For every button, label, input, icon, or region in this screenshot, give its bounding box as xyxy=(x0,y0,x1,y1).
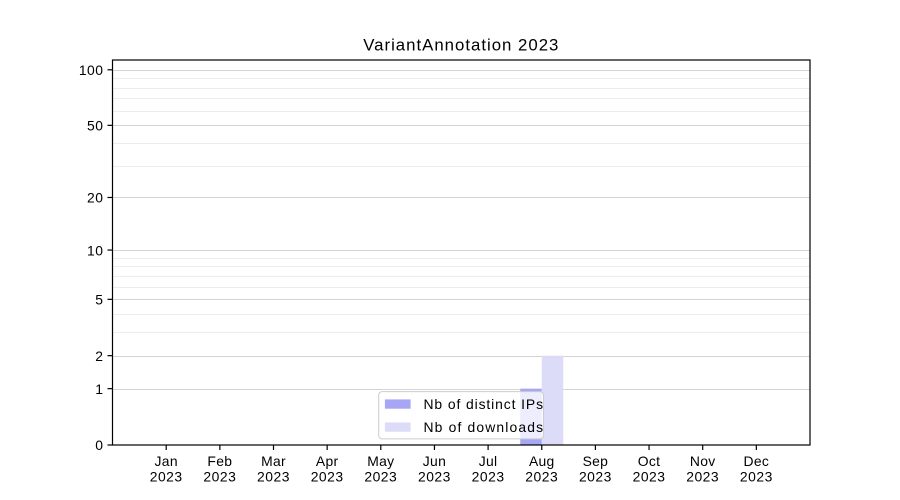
svg-text:Apr: Apr xyxy=(316,453,339,469)
svg-text:100: 100 xyxy=(79,62,104,78)
svg-text:Sep: Sep xyxy=(583,453,609,469)
svg-text:2023: 2023 xyxy=(150,468,183,484)
svg-text:Jan: Jan xyxy=(155,453,178,469)
svg-text:2023: 2023 xyxy=(311,468,344,484)
svg-text:50: 50 xyxy=(87,118,103,134)
svg-text:Nb of distinct IPs: Nb of distinct IPs xyxy=(424,396,544,412)
svg-text:Jun: Jun xyxy=(423,453,446,469)
svg-text:2023: 2023 xyxy=(740,468,773,484)
svg-text:2023: 2023 xyxy=(257,468,290,484)
svg-text:2023: 2023 xyxy=(203,468,236,484)
svg-text:May: May xyxy=(367,453,394,469)
svg-text:Dec: Dec xyxy=(744,453,770,469)
svg-text:2023: 2023 xyxy=(686,468,719,484)
svg-text:2023: 2023 xyxy=(364,468,397,484)
svg-text:Aug: Aug xyxy=(529,453,555,469)
svg-text:2023: 2023 xyxy=(525,468,558,484)
svg-text:20: 20 xyxy=(87,190,103,206)
svg-text:Mar: Mar xyxy=(261,453,286,469)
svg-text:Oct: Oct xyxy=(638,453,661,469)
svg-text:5: 5 xyxy=(95,292,103,308)
svg-text:2023: 2023 xyxy=(633,468,666,484)
svg-text:VariantAnnotation 2023: VariantAnnotation 2023 xyxy=(363,35,559,54)
svg-text:2023: 2023 xyxy=(472,468,505,484)
svg-text:2023: 2023 xyxy=(579,468,612,484)
svg-text:2: 2 xyxy=(95,348,103,364)
svg-text:Nov: Nov xyxy=(690,453,716,469)
svg-text:0: 0 xyxy=(95,437,103,453)
svg-text:Feb: Feb xyxy=(207,453,232,469)
svg-text:2023: 2023 xyxy=(418,468,451,484)
svg-text:1: 1 xyxy=(95,381,103,397)
svg-text:Nb of downloads: Nb of downloads xyxy=(424,419,545,435)
svg-text:10: 10 xyxy=(87,242,103,258)
svg-text:Jul: Jul xyxy=(479,453,498,469)
